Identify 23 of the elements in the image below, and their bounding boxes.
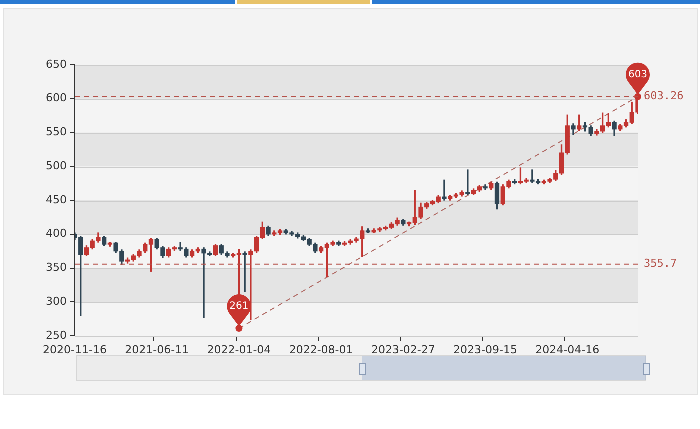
candlestick bbox=[242, 252, 248, 292]
y-tick-label: 450 bbox=[46, 193, 67, 206]
y-tick-label: 350 bbox=[46, 261, 67, 274]
x-tick-label: 2022-08-01 bbox=[289, 343, 354, 356]
x-tick-label: 2022-01-04 bbox=[207, 343, 272, 356]
y-tick-label: 300 bbox=[46, 294, 67, 308]
y-tick-label: 250 bbox=[46, 328, 67, 342]
x-tick-label: 2020-11-16 bbox=[43, 343, 107, 356]
y-tick-label: 400 bbox=[46, 227, 67, 240]
x-tick-label: 2023-09-15 bbox=[454, 343, 518, 356]
annotation: 261 bbox=[230, 301, 249, 312]
y-tick-label: 600 bbox=[46, 92, 67, 105]
x-tick-label: 2023-02-27 bbox=[371, 343, 436, 356]
ref-line-label: 355.7 bbox=[644, 257, 678, 270]
ref-line-label: 603.26 bbox=[644, 90, 684, 103]
x-tick-label: 2024-04-16 bbox=[536, 343, 600, 356]
x-tick-label: 2021-06-11 bbox=[125, 343, 190, 356]
y-tick-label: 500 bbox=[46, 159, 67, 172]
annotation: 603 bbox=[628, 69, 648, 80]
candlestick bbox=[466, 170, 470, 196]
candlestick bbox=[442, 180, 447, 201]
y-tick-label: 550 bbox=[46, 126, 67, 139]
y-tick-label: 650 bbox=[46, 58, 67, 71]
